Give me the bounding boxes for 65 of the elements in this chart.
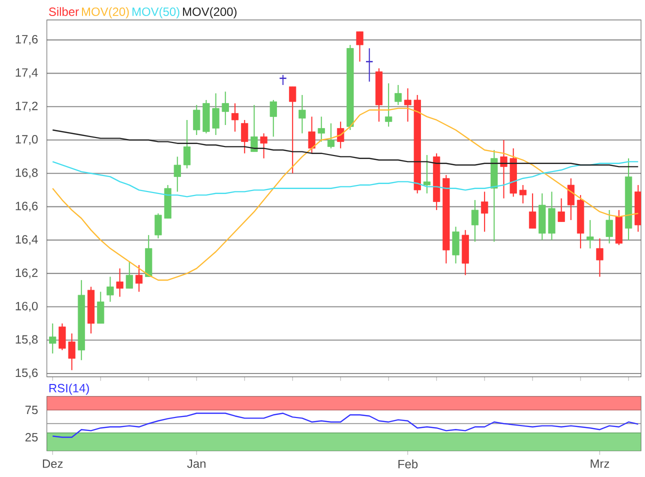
candlestick (385, 83, 392, 128)
y-tick-label: 15,6 (16, 368, 38, 379)
x-tick-label: Jan (187, 460, 206, 468)
y-tick-label: 17,2 (16, 102, 38, 112)
x-tick-label: Mrz (590, 460, 610, 468)
candlestick (606, 210, 613, 244)
candlestick (58, 323, 66, 351)
y-tick-label: 16,4 (16, 235, 38, 246)
y-tick-label: 16,8 (16, 168, 38, 179)
candlestick (68, 333, 76, 371)
candlestick (404, 88, 412, 122)
candlestick (308, 116, 316, 154)
candlestick (528, 193, 536, 230)
y-tick-label: 15,8 (16, 335, 38, 346)
candlestick (558, 198, 565, 222)
candlestick (289, 86, 296, 174)
candlestick (423, 154, 431, 194)
candlestick (452, 226, 460, 264)
candlestick (596, 238, 604, 278)
y-tick-label: 16,6 (16, 202, 38, 212)
candlestick (337, 121, 344, 150)
candlestick (356, 31, 364, 62)
candlestick (394, 84, 402, 106)
y-tick-label: 17,4 (16, 68, 38, 78)
y-tick-label: 25 (25, 433, 38, 442)
text: Silber (48, 7, 79, 16)
candlestick (250, 104, 258, 152)
candlestick (174, 156, 181, 192)
candlestick (481, 191, 488, 232)
candlestick (298, 94, 306, 134)
text: MOV(200) (183, 7, 237, 19)
candlestick (212, 93, 220, 136)
text: RSI(14) (49, 384, 89, 396)
candlestick (519, 184, 527, 204)
x-tick-label: Dez (42, 460, 63, 468)
y-tick-label: 17,6 (16, 35, 38, 46)
candlestick (318, 116, 325, 142)
candlestick (586, 220, 594, 250)
candlestick (193, 104, 200, 136)
candlestick (270, 100, 277, 138)
candlestick (471, 200, 479, 243)
candlestick (183, 120, 191, 170)
text: MOV(50) (132, 7, 180, 19)
candlestick (154, 213, 162, 240)
candlestick (365, 48, 374, 82)
candlestick (106, 276, 114, 303)
candlestick (500, 140, 508, 200)
candlestick (567, 178, 575, 221)
candlestick (327, 123, 335, 150)
candlestick (49, 323, 56, 354)
candlestick (126, 261, 133, 290)
x-tick-label: Feb (398, 460, 418, 469)
text: MOV(20) (82, 7, 129, 19)
candlestick (222, 91, 229, 126)
y-tick-label: 16,2 (16, 268, 38, 279)
candlestick (116, 268, 124, 298)
candlestick (241, 120, 248, 154)
candlestick (260, 133, 268, 160)
y-tick-label: 17,0 (16, 135, 38, 146)
candlestick (231, 103, 239, 132)
y-tick-label: 75 (25, 406, 38, 414)
y-tick-label: 16,0 (16, 302, 38, 312)
candlestick (97, 291, 104, 324)
candlestick (135, 264, 143, 293)
candlestick (278, 74, 288, 86)
